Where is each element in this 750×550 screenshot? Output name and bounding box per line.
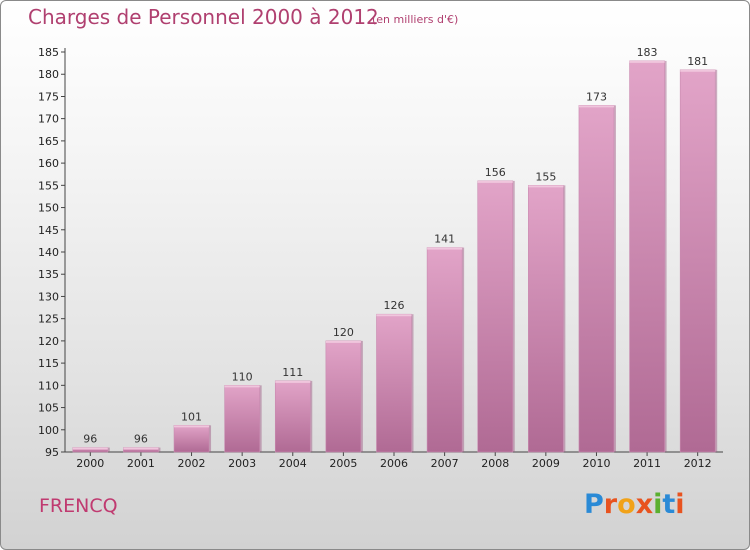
- bar-top: [123, 447, 159, 450]
- town-name: FRENCQ: [39, 495, 118, 517]
- bar-top: [325, 340, 361, 343]
- bar: [679, 69, 716, 453]
- value-label: 96: [83, 433, 97, 446]
- proxiti-logo[interactable]: Proxiti: [584, 489, 685, 520]
- value-label: 101: [181, 410, 202, 423]
- bar-2008: [477, 180, 515, 453]
- x-tick-label: 2012: [684, 457, 712, 470]
- y-tick-label: 140: [38, 246, 59, 259]
- y-tick-label: 165: [38, 135, 59, 148]
- bar-2009: [528, 185, 566, 453]
- logo-letter: r: [603, 489, 618, 520]
- y-tick-label: 145: [38, 224, 59, 237]
- value-label: 181: [687, 55, 708, 68]
- value-label: 110: [232, 370, 253, 383]
- x-tick-label: 2005: [329, 457, 357, 470]
- bar-top: [629, 60, 665, 63]
- y-tick-label: 120: [38, 335, 59, 348]
- bar-2010: [578, 105, 616, 453]
- bar-2007: [426, 247, 465, 453]
- value-label: 141: [434, 233, 455, 246]
- bar: [376, 313, 412, 453]
- bar: [274, 380, 311, 453]
- x-tick-label: 2003: [228, 457, 256, 470]
- value-label: 126: [384, 299, 405, 312]
- y-tick-label: 100: [38, 424, 59, 437]
- value-label: 183: [637, 46, 658, 59]
- bar-2011: [629, 60, 667, 453]
- value-label: 96: [134, 433, 148, 446]
- value-label: 111: [282, 366, 303, 379]
- x-tick-label: 2000: [76, 457, 104, 470]
- bar: [325, 340, 362, 453]
- chart-title: Charges de Personnel 2000 à 2012: [28, 5, 379, 29]
- logo-letter: i: [675, 489, 685, 520]
- value-label: 173: [586, 90, 607, 103]
- x-tick-label: 2011: [633, 457, 661, 470]
- bar-top: [477, 180, 513, 183]
- bar-2006: [376, 313, 414, 453]
- bar-top: [275, 380, 311, 383]
- bar-top: [427, 247, 463, 250]
- y-tick-label: 175: [38, 90, 59, 103]
- x-tick-label: 2001: [127, 457, 155, 470]
- bar-2005: [325, 340, 363, 453]
- y-tick-label: 150: [38, 202, 59, 215]
- y-tick-label: 110: [38, 379, 59, 392]
- bar: [629, 60, 665, 453]
- logo-letter: P: [584, 489, 604, 520]
- bar-top: [578, 105, 614, 108]
- y-tick-label: 180: [38, 68, 59, 81]
- value-label: 156: [485, 166, 506, 179]
- value-label: 155: [535, 170, 556, 183]
- x-tick-label: 2008: [481, 457, 509, 470]
- x-tick-label: 2002: [178, 457, 206, 470]
- bar: [224, 385, 260, 453]
- chart-unit-subtitle: (en milliers d'€): [372, 13, 459, 26]
- y-tick-label: 115: [38, 357, 59, 370]
- bar-2003: [224, 385, 262, 453]
- y-tick-label: 135: [38, 268, 59, 281]
- y-tick-label: 125: [38, 313, 59, 326]
- y-tick-label: 170: [38, 113, 59, 126]
- data-labels: 96 96 101 110 111 120 126 141 156 155 173 183 181: [83, 46, 708, 446]
- x-tick-label: 2009: [532, 457, 560, 470]
- y-tick-label: 185: [38, 46, 59, 59]
- bar-2001: [123, 447, 161, 453]
- bar-top: [680, 69, 716, 72]
- bar-2012: [679, 69, 718, 453]
- bar-top: [376, 314, 412, 317]
- bar: [477, 180, 514, 453]
- y-tick-label: 155: [38, 179, 59, 192]
- bars: [72, 60, 718, 453]
- value-label: 120: [333, 326, 354, 339]
- bar-top: [72, 447, 108, 450]
- bar-2004: [274, 380, 313, 453]
- x-tick-label: 2010: [582, 457, 610, 470]
- bar-2000: [72, 447, 110, 453]
- x-tick-label: 2007: [431, 457, 459, 470]
- bar-top: [174, 425, 210, 428]
- bar-top: [528, 185, 564, 188]
- logo-letter: o: [617, 489, 636, 520]
- bar-top: [224, 385, 260, 388]
- x-tick-label: 2004: [279, 457, 307, 470]
- bar: [578, 105, 615, 453]
- logo-letter: t: [662, 489, 676, 520]
- logo-letter: x: [635, 489, 654, 520]
- y-tick-label: 160: [38, 157, 59, 170]
- x-tick-label: 2006: [380, 457, 408, 470]
- y-tick-label: 105: [38, 402, 59, 415]
- bar-2002: [173, 425, 212, 453]
- y-tick-label: 95: [45, 446, 59, 459]
- axes: 95 100 105 110 115 120 125 130 135 140 145 150 155 16…: [38, 46, 723, 470]
- y-tick-label: 130: [38, 290, 59, 303]
- logo-letter: i: [653, 489, 663, 520]
- bar: [173, 425, 210, 453]
- bar: [426, 247, 463, 453]
- bar: [528, 185, 564, 453]
